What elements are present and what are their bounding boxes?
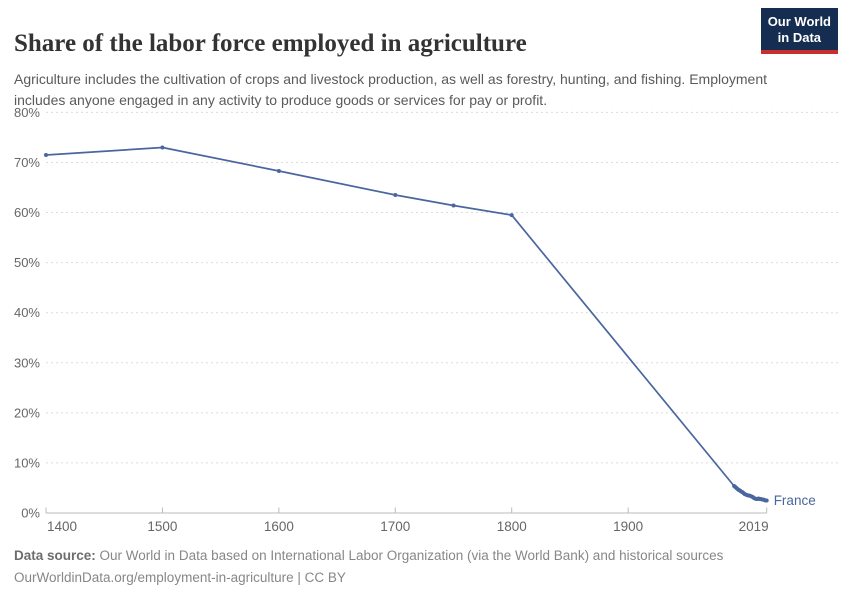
page-title: Share of the labor force employed in agr… xyxy=(14,29,527,57)
datasource-text: Our World in Data based on International… xyxy=(99,548,724,563)
x-axis-tick-label: 1600 xyxy=(264,519,294,534)
data-point xyxy=(393,193,398,197)
y-axis-tick-label: 80% xyxy=(14,105,40,120)
data-point xyxy=(44,153,48,157)
data-point xyxy=(509,213,514,218)
y-axis-tick-label: 40% xyxy=(14,305,40,320)
y-axis-tick-label: 10% xyxy=(14,455,40,470)
datasource-label: Data source: xyxy=(14,548,96,563)
data-line xyxy=(45,146,767,502)
y-axis-tick-label: 20% xyxy=(14,405,40,420)
owid-logo-line2: in Data xyxy=(777,30,822,45)
x-axis-tick-label: 1500 xyxy=(147,519,177,534)
x-axis-tick-label: 1400 xyxy=(47,519,77,534)
y-axis-tick-label: 50% xyxy=(14,255,40,270)
owid-logo: Our World in Data xyxy=(760,8,838,54)
x-axis-tick-label: 1700 xyxy=(380,519,410,534)
y-axis-tick-label: 60% xyxy=(14,205,40,220)
data-point xyxy=(451,203,456,208)
license-line: OurWorldinData.org/employment-in-agricul… xyxy=(14,570,346,585)
chart-subtitle: Agriculture includes the cultivation of … xyxy=(14,71,768,108)
owid-logo-line1: Our World xyxy=(767,14,831,29)
data-point xyxy=(764,498,769,503)
y-axis-tick-label: 30% xyxy=(14,355,40,370)
data-point xyxy=(160,145,165,150)
entity-label: France xyxy=(774,493,816,508)
y-axis-tick-label: 0% xyxy=(21,506,40,521)
chart-footer: Data source: Our World in Data based on … xyxy=(14,545,834,589)
x-axis-tick-label: 2019 xyxy=(739,519,769,534)
data-point xyxy=(276,169,281,173)
datasource-line: Data source: Our World in Data based on … xyxy=(14,545,834,567)
x-axis-tick-label: 1800 xyxy=(497,519,527,534)
y-axis-tick-label: 70% xyxy=(14,155,40,170)
x-axis-tick-label: 1900 xyxy=(613,519,643,534)
